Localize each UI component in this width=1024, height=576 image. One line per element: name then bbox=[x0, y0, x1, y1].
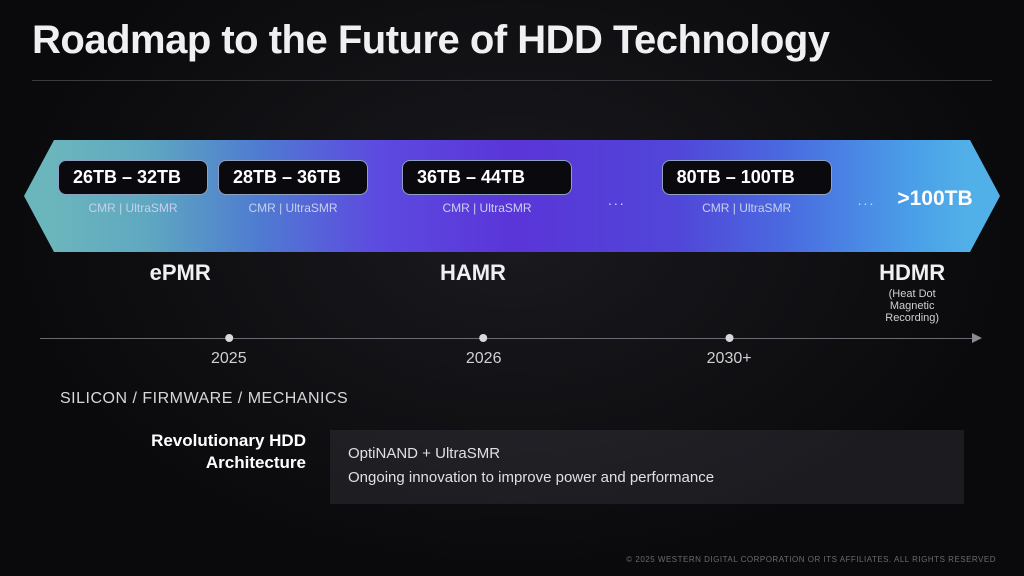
capacity-pill: 26TB – 32TB bbox=[58, 160, 208, 195]
axis-line bbox=[40, 338, 974, 339]
ellipsis: ... bbox=[852, 192, 882, 208]
capacity-item: 26TB – 32TB CMR | UltraSMR bbox=[58, 160, 208, 215]
final-capacity-label: >100TB bbox=[891, 187, 972, 211]
capacity-subtype: CMR | UltraSMR bbox=[248, 201, 337, 215]
tick-dot-icon bbox=[225, 334, 233, 342]
capacity-pill: 28TB – 36TB bbox=[218, 160, 368, 195]
technology-labels: ePMRHAMRHDMR(Heat Dot Magnetic Recording… bbox=[24, 260, 1000, 310]
rev-line-1: OptiNAND + UltraSMR bbox=[348, 442, 946, 466]
arrow-cap-right bbox=[970, 140, 1000, 252]
timeline-tick: 2026 bbox=[466, 334, 502, 368]
capacity-pill: 36TB – 44TB bbox=[402, 160, 572, 195]
ellipsis: ... bbox=[602, 192, 632, 208]
title-divider bbox=[32, 80, 992, 81]
capacity-item: 80TB – 100TB CMR | UltraSMR bbox=[662, 160, 832, 215]
tech-sublabel: (Heat Dot Magnetic Recording) bbox=[868, 288, 956, 324]
tick-dot-icon bbox=[725, 334, 733, 342]
tech-label: ePMR bbox=[150, 260, 211, 286]
capacity-subtype: CMR | UltraSMR bbox=[88, 201, 177, 215]
tech-label: HAMR bbox=[440, 260, 506, 286]
slide-title: Roadmap to the Future of HDD Technology bbox=[32, 18, 830, 63]
capacity-item: 36TB – 44TB CMR | UltraSMR bbox=[402, 160, 572, 215]
timeline-tick: 2025 bbox=[211, 334, 247, 368]
timeline-axis: 2025 2026 2030+ bbox=[40, 330, 984, 370]
capacity-subtype: CMR | UltraSMR bbox=[442, 201, 531, 215]
capacity-pill: 80TB – 100TB bbox=[662, 160, 832, 195]
tick-year-label: 2026 bbox=[466, 350, 502, 368]
tech-label: HDMR(Heat Dot Magnetic Recording) bbox=[868, 260, 956, 324]
timeline-tick: 2030+ bbox=[707, 334, 752, 368]
tick-year-label: 2030+ bbox=[707, 350, 752, 368]
rev-line-2: Ongoing innovation to improve power and … bbox=[348, 466, 946, 490]
tick-year-label: 2025 bbox=[211, 350, 247, 368]
capacity-item: 28TB – 36TB CMR | UltraSMR bbox=[218, 160, 368, 215]
arrow-cap-left bbox=[24, 140, 54, 252]
rev-arch-box: OptiNAND + UltraSMR Ongoing innovation t… bbox=[330, 430, 964, 504]
capacity-subtype: CMR | UltraSMR bbox=[702, 201, 791, 215]
copyright-footer: © 2025 WESTERN DIGITAL CORPORATION OR IT… bbox=[626, 555, 996, 564]
tick-dot-icon bbox=[480, 334, 488, 342]
footer-details: SILICON / FIRMWARE / MECHANICS Revolutio… bbox=[60, 390, 964, 504]
rev-arch-title: Revolutionary HDD Architecture bbox=[60, 430, 330, 474]
sfm-label: SILICON / FIRMWARE / MECHANICS bbox=[60, 390, 964, 408]
roadmap-arrow-band: 26TB – 32TB CMR | UltraSMR 28TB – 36TB CMR … bbox=[24, 140, 1000, 252]
capacity-row: 26TB – 32TB CMR | UltraSMR 28TB – 36TB CMR … bbox=[58, 160, 970, 232]
axis-arrowhead-icon bbox=[972, 333, 982, 343]
